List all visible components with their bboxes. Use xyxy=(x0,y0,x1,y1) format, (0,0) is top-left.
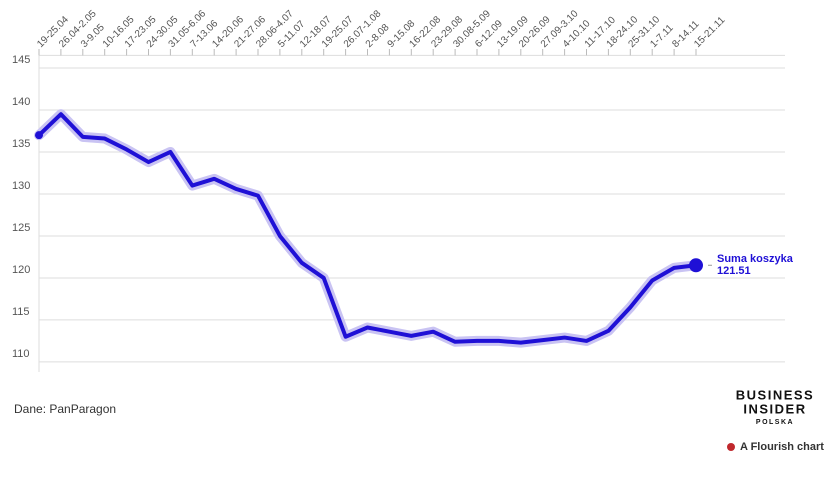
logo-line: BUSINESS xyxy=(736,387,814,402)
credit-icon xyxy=(727,443,735,451)
start-dot xyxy=(35,131,43,140)
y-tick-label: 120 xyxy=(12,264,30,276)
y-tick-label: 145 xyxy=(12,54,30,66)
y-tick-label: 135 xyxy=(12,138,30,150)
logo-line: INSIDER xyxy=(743,401,806,416)
value-label: 121.51 xyxy=(717,265,751,277)
y-tick-label: 115 xyxy=(12,306,30,318)
y-tick-label: 140 xyxy=(12,96,30,108)
y-tick-label: 130 xyxy=(12,180,30,192)
credit[interactable]: A Flourish chart xyxy=(740,441,824,453)
line xyxy=(37,112,698,345)
end-dot xyxy=(689,258,703,273)
legend-label: Suma koszyka xyxy=(717,253,794,265)
y-tick-label: 110 xyxy=(12,348,30,360)
line-halo xyxy=(34,109,701,348)
x-tick-label: 15-21.11 xyxy=(692,15,727,50)
source: Dane: PanParagon xyxy=(14,402,116,416)
logo-line: POLSKA xyxy=(756,419,794,426)
y-tick-label: 125 xyxy=(12,222,30,234)
